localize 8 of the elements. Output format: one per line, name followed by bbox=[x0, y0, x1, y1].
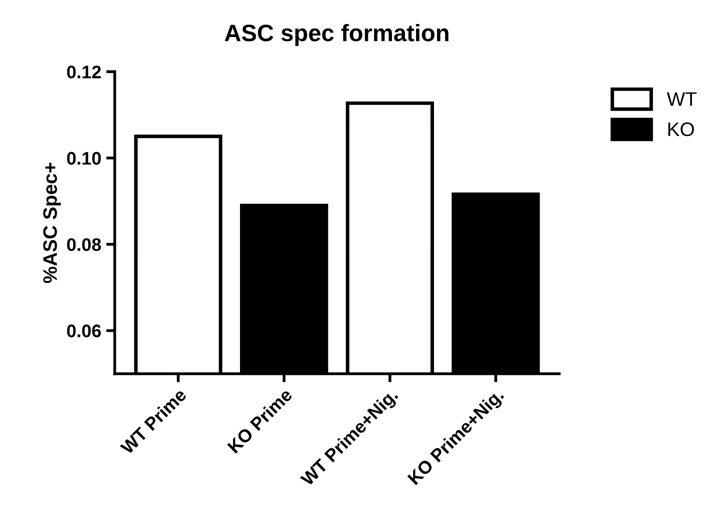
y-tick-label: 0.12 bbox=[67, 66, 101, 78]
y-axis-title: %ASC Spec+ bbox=[43, 162, 61, 284]
chart-title: ASC spec formation bbox=[224, 24, 448, 46]
legend-label: WT bbox=[666, 92, 697, 106]
y-tick-label: 0.08 bbox=[67, 238, 101, 252]
y-tick-label: 0.06 bbox=[67, 324, 101, 338]
y-tick-label: 0.10 bbox=[67, 152, 101, 165]
legend-label: KO bbox=[668, 122, 694, 136]
